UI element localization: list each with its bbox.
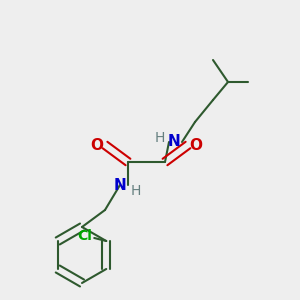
Text: Cl: Cl xyxy=(77,229,92,243)
Text: H: H xyxy=(155,131,165,145)
Text: N: N xyxy=(114,178,126,193)
Text: O: O xyxy=(190,137,202,152)
Text: H: H xyxy=(131,184,141,198)
Text: O: O xyxy=(91,137,103,152)
Text: N: N xyxy=(168,134,180,149)
